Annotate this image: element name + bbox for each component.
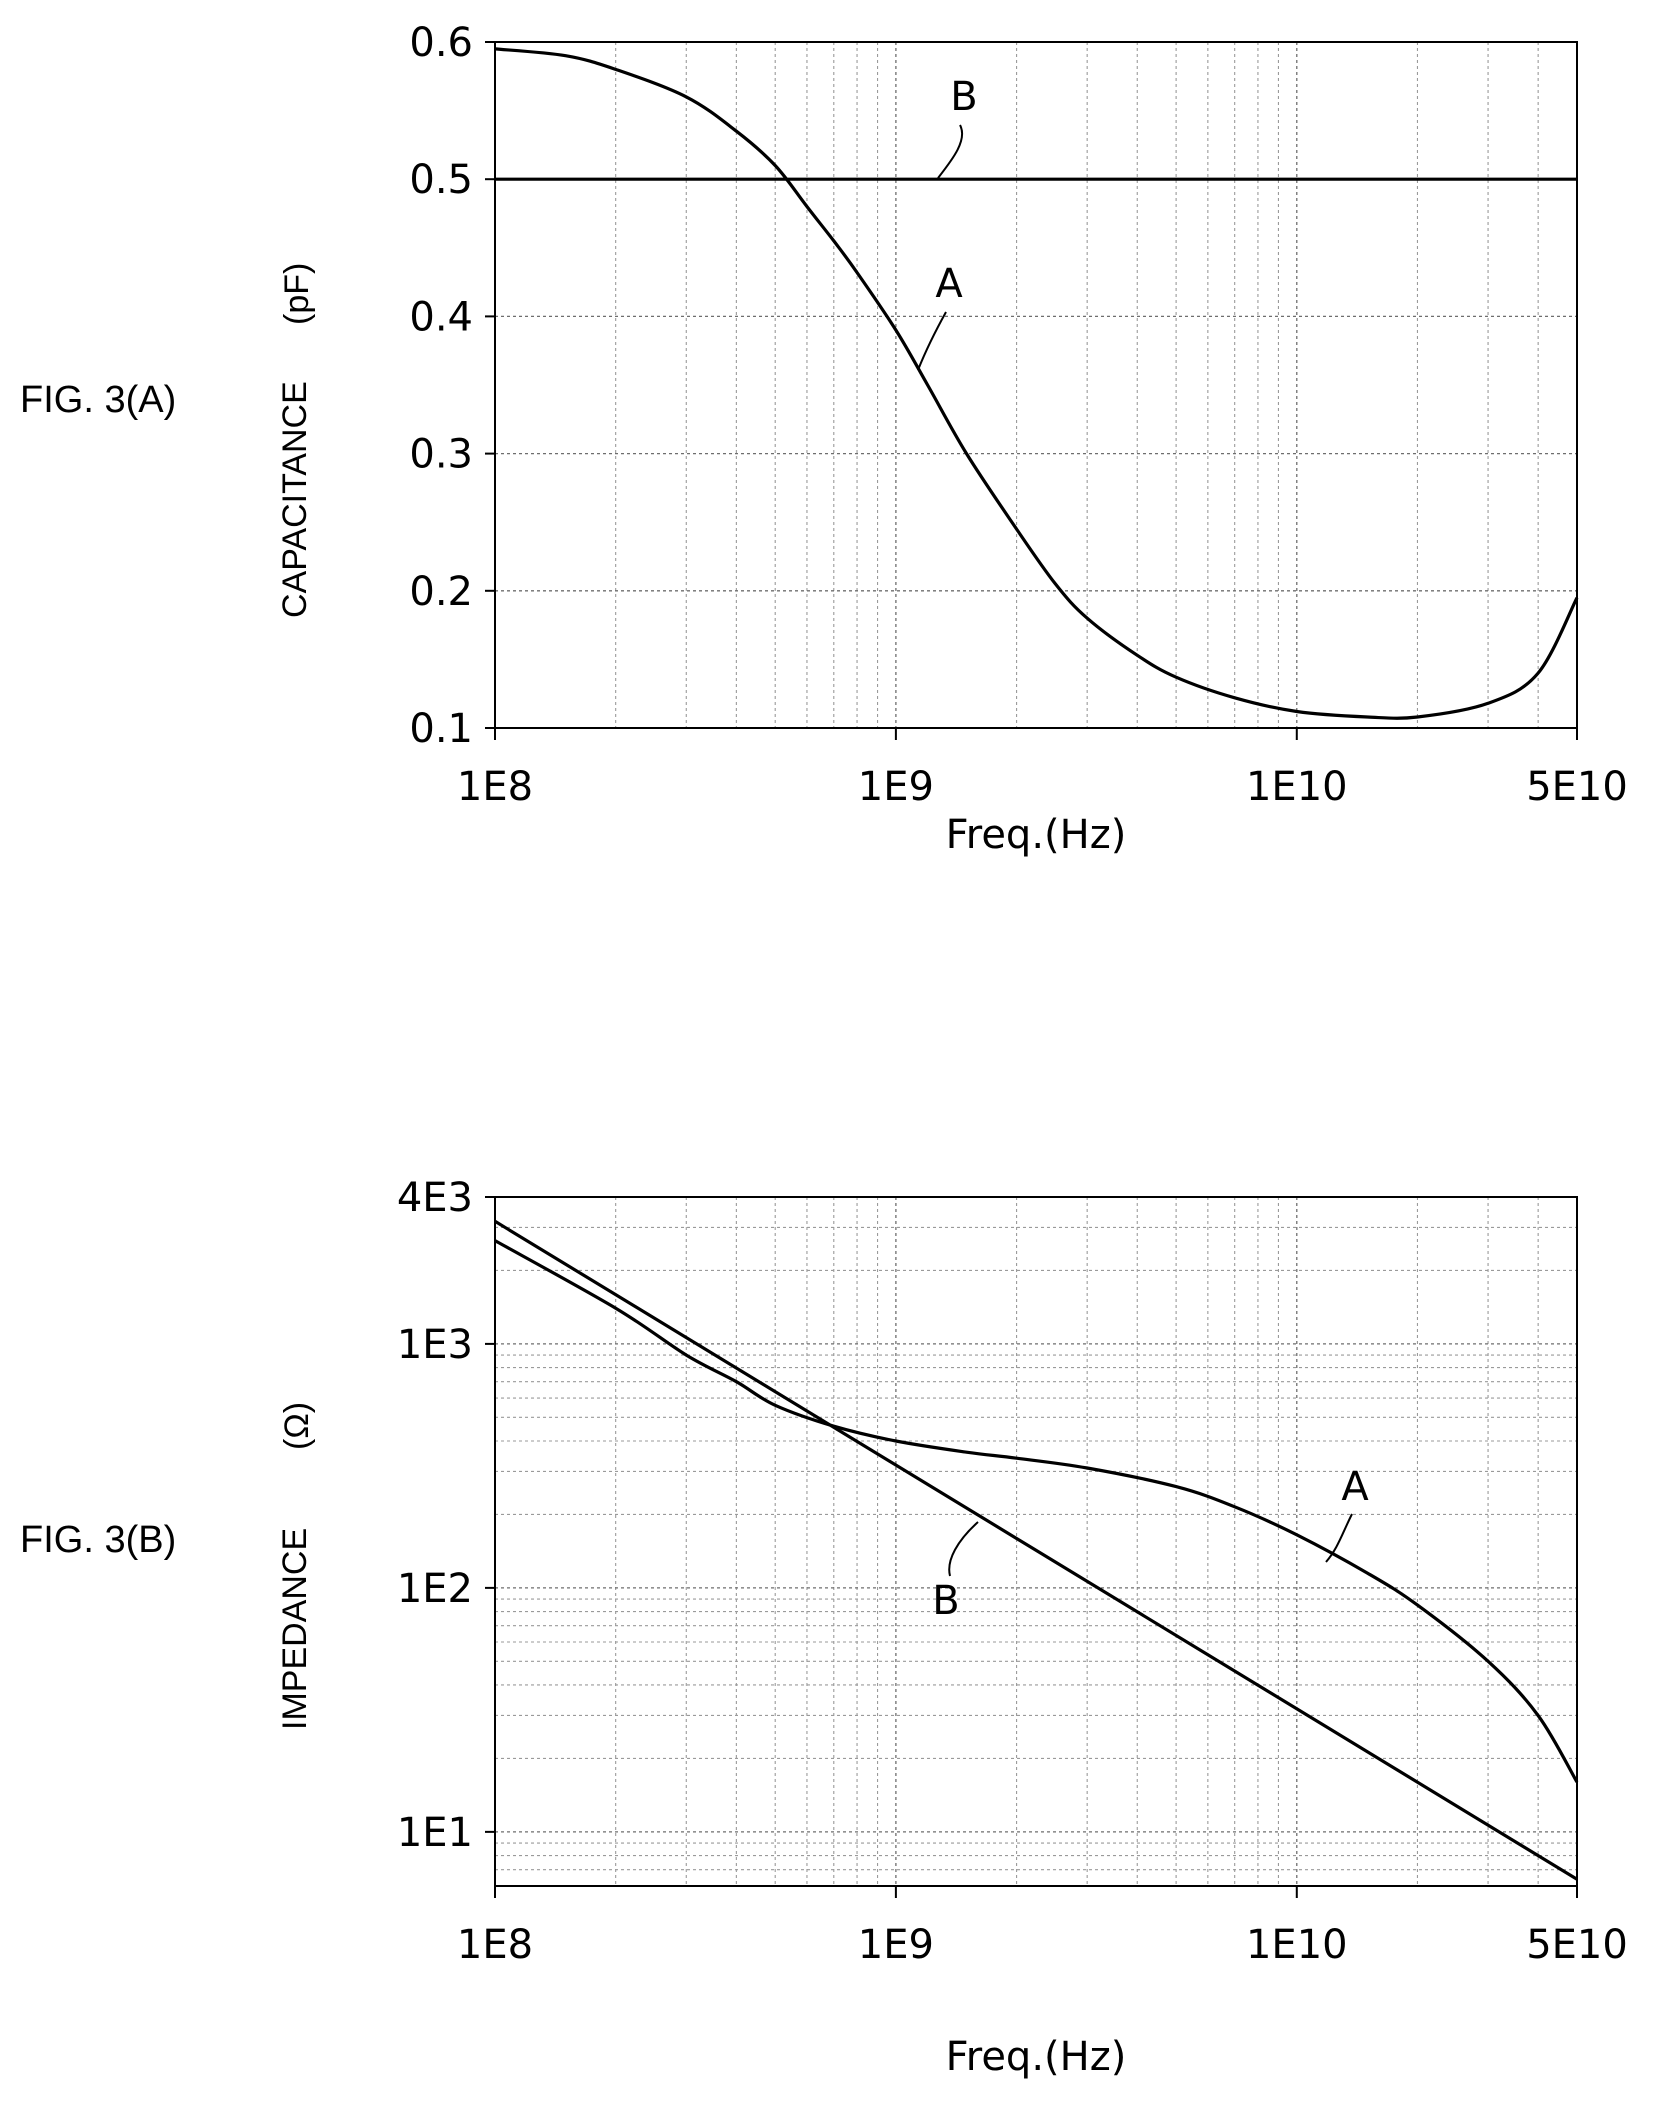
capacitance-leader-a [917, 311, 947, 371]
capacitance-y-tick-label: 0.2 [409, 569, 473, 615]
impedance-series-a [494, 1239, 1579, 1783]
capacitance-label-a: A [935, 261, 963, 307]
impedance-x-ticks: 1E8 1E9 1E10 5E10 [457, 1886, 1628, 1968]
capacitance-y-tick-label: 0.1 [409, 706, 473, 752]
impedance-leader-a [1325, 1513, 1353, 1563]
capacitance-label-b: B [950, 74, 977, 120]
impedance-plot-frame [494, 1196, 1578, 1887]
capacitance-x-tick-label: 1E8 [457, 764, 533, 810]
impedance-x-tick-label: 5E10 [1526, 1922, 1628, 1968]
capacitance-plot-frame [494, 41, 1578, 729]
capacitance-series-a [494, 47, 1579, 720]
capacitance-y-tick-label: 0.5 [409, 157, 473, 203]
capacitance-series [494, 47, 1579, 720]
impedance-y-tick-label: 4E3 [397, 1175, 473, 1221]
capacitance-x-axis-title: Freq.(Hz) [946, 812, 1127, 858]
impedance-label-b: B [932, 1578, 959, 1624]
impedance-x-tick-label: 1E10 [1246, 1922, 1348, 1968]
impedance-series-b [494, 1219, 1578, 1881]
impedance-leader-b [948, 1521, 979, 1577]
impedance-y-tick-label: 1E1 [397, 1810, 473, 1856]
figure-label-a: FIG. 3(A) [20, 379, 176, 421]
impedance-grid [495, 1197, 1577, 1886]
impedance-y-axis-unit: (Ω) [278, 1402, 316, 1450]
capacitance-grid [495, 42, 1577, 728]
impedance-y-tick-label: 1E3 [397, 1322, 473, 1368]
impedance-y-tick-label: 1E2 [397, 1566, 473, 1612]
capacitance-x-tick-label: 1E9 [858, 764, 934, 810]
figure-label-b: FIG. 3(B) [20, 1519, 176, 1561]
capacitance-y-tick-label: 0.3 [409, 432, 473, 478]
impedance-x-tick-label: 1E8 [457, 1922, 533, 1968]
capacitance-y-tick-label: 0.6 [409, 20, 473, 66]
impedance-x-tick-label: 1E9 [858, 1922, 934, 1968]
capacitance-y-axis-title: CAPACITANCE [276, 381, 314, 618]
capacitance-y-ticks: 0.1 0.2 0.3 0.4 0.5 0.6 [409, 20, 495, 752]
capacitance-chart: FIG. 3(A) 0.1 0.2 0.3 0.4 0.5 0.6 1E8 1E9 1E10 5… [20, 20, 1628, 858]
impedance-series [494, 1219, 1579, 1881]
capacitance-x-tick-label: 1E10 [1246, 764, 1348, 810]
impedance-chart: FIG. 3(B) 1E1 1E2 1E3 4E3 1E8 1E9 1E10 5E10 Fr… [20, 1175, 1628, 2080]
capacitance-leader-b [937, 124, 964, 179]
impedance-label-a: A [1341, 1464, 1369, 1510]
impedance-curve-labels: AB [932, 1464, 1369, 1624]
impedance-x-axis-title: Freq.(Hz) [946, 2034, 1127, 2080]
capacitance-x-tick-label: 5E10 [1526, 764, 1628, 810]
capacitance-x-ticks: 1E8 1E9 1E10 5E10 [457, 728, 1628, 810]
capacitance-curve-labels: BA [917, 74, 978, 371]
capacitance-y-tick-label: 0.4 [409, 294, 473, 340]
impedance-y-ticks: 1E1 1E2 1E3 4E3 [397, 1175, 495, 1856]
impedance-y-axis-title: IMPEDANCE [276, 1528, 314, 1730]
capacitance-y-axis-unit: (pF) [278, 263, 316, 325]
